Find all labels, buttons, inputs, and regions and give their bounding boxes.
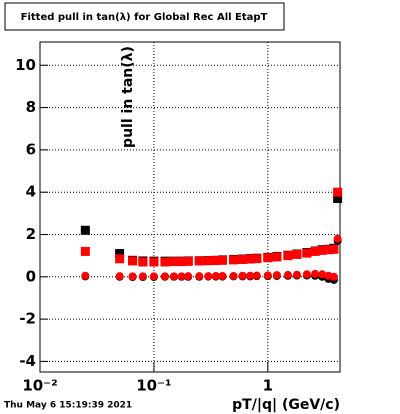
y-tick-label: 4 [26, 183, 36, 201]
point [81, 271, 90, 280]
point [245, 254, 255, 264]
point [218, 255, 228, 265]
point [333, 234, 342, 243]
y-tick-label: 6 [26, 140, 36, 158]
x-tick-label: 10⁻¹ [136, 377, 171, 395]
point [333, 194, 343, 204]
point [246, 271, 255, 280]
point [252, 271, 261, 280]
y-axis-label: pull in tan(λ) [120, 46, 136, 148]
point [229, 255, 239, 265]
point [183, 256, 193, 266]
point [333, 187, 343, 197]
point [138, 272, 147, 281]
x-axis-label: pT/|q| (GeV/c) [232, 397, 340, 413]
y-tick-label: -2 [19, 310, 36, 328]
point [80, 225, 90, 235]
point [177, 272, 186, 281]
point [195, 272, 204, 281]
point [211, 256, 221, 266]
point [160, 257, 170, 267]
title-box [4, 2, 285, 31]
point [292, 249, 302, 259]
y-tick-label: 10 [15, 56, 36, 74]
point [229, 271, 238, 280]
point [238, 254, 248, 264]
point [80, 246, 90, 256]
point [177, 257, 187, 267]
point [238, 271, 247, 280]
point [211, 271, 220, 280]
point [204, 272, 213, 281]
point [302, 270, 311, 279]
point [317, 245, 327, 255]
point [138, 257, 148, 267]
y-tick-label: 8 [26, 98, 36, 116]
x-tick-label: 10⁻² [22, 377, 57, 395]
point [194, 256, 204, 266]
point [329, 272, 338, 281]
point [263, 271, 272, 280]
point [115, 249, 125, 259]
point [302, 248, 312, 258]
chart-title: Fitted pull in tan(λ) for Global Rec All… [21, 12, 268, 23]
point [311, 269, 320, 278]
point [218, 271, 227, 280]
point [128, 256, 138, 266]
y-tick-label: 2 [26, 225, 36, 243]
y-tick-label: 0 [26, 267, 36, 285]
point [128, 272, 137, 281]
point [115, 254, 125, 264]
point [283, 270, 292, 279]
point [272, 252, 282, 262]
y-tick-label: -4 [19, 352, 36, 370]
point [323, 245, 333, 255]
point [169, 257, 179, 267]
point [252, 254, 262, 264]
timestamp: Thu May 6 15:19:39 2021 [4, 401, 132, 411]
point [149, 272, 158, 281]
point [283, 251, 293, 261]
point [310, 246, 320, 256]
point [169, 272, 178, 281]
point [292, 270, 301, 279]
plot-frame [39, 41, 341, 373]
point [272, 271, 281, 280]
point [160, 272, 169, 281]
x-tick-label: 1 [263, 377, 273, 395]
point [263, 253, 273, 263]
point [184, 272, 193, 281]
point [318, 270, 327, 279]
point [115, 272, 124, 281]
point [203, 256, 213, 266]
point [329, 244, 339, 254]
point [149, 257, 159, 267]
